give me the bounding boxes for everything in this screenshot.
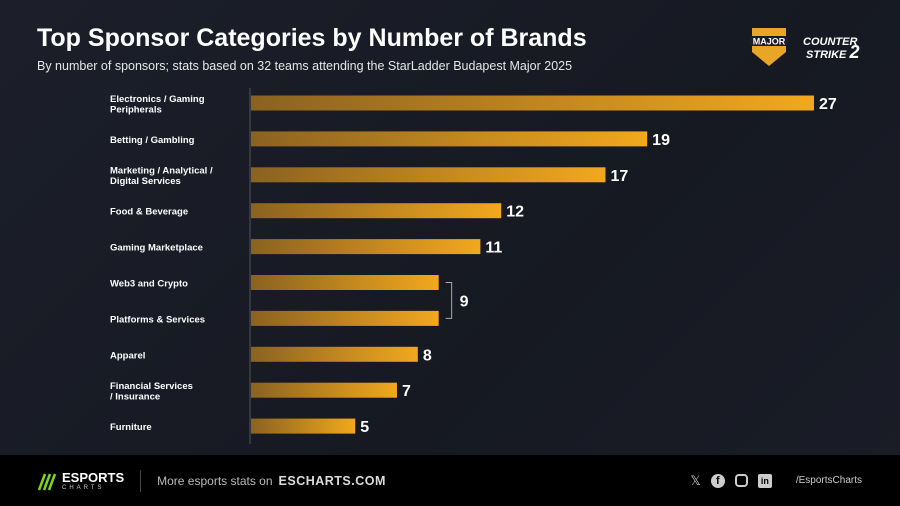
x-icon[interactable]: 𝕏 [690, 472, 701, 488]
data-label: 8 [423, 347, 432, 364]
category-label: Platforms & Services [110, 314, 205, 325]
chart-title: Top Sponsor Categories by Number of Bran… [37, 24, 587, 52]
category-label: Web3 and Crypto [110, 279, 188, 290]
footer-text: More esports stats on [157, 473, 273, 488]
category-label: Gaming Marketplace [110, 243, 203, 254]
category-label: Furniture [110, 422, 152, 433]
bar [251, 239, 481, 255]
data-label: 17 [610, 168, 628, 185]
bar [251, 203, 502, 219]
category-label: Peripherals [110, 104, 162, 115]
category-label: Marketing / Analytical / [110, 166, 213, 177]
instagram-icon[interactable] [734, 474, 748, 487]
social-handle[interactable]: /EsportsCharts [795, 475, 862, 486]
bar [251, 382, 397, 398]
data-label: 5 [360, 419, 369, 436]
category-label: / Insurance [110, 391, 160, 402]
data-label: 12 [506, 204, 524, 221]
bar [251, 167, 606, 183]
group-bracket [445, 282, 453, 319]
category-label: Food & Beverage [110, 207, 188, 218]
logo-icon [37, 473, 57, 490]
site-link[interactable]: ESCHARTS.COM [278, 473, 386, 488]
esports-charts-logo[interactable]: ESPORTS CHARTS [36, 470, 124, 492]
group-data-label: 9 [460, 293, 469, 310]
facebook-icon[interactable]: f [710, 473, 725, 488]
category-label: Betting / Gambling [110, 135, 195, 146]
category-label: Digital Services [110, 176, 181, 187]
category-label: Apparel [110, 350, 145, 361]
bar [251, 346, 418, 362]
social-links: 𝕏 f in /EsportsCharts [690, 473, 862, 489]
cs2-logo: COUNTER STRIKE 2 [803, 36, 860, 62]
footer: ESPORTS CHARTS More esports stats on ESCH… [0, 455, 900, 506]
linkedin-icon[interactable]: in [757, 473, 772, 488]
bar [251, 275, 439, 290]
major-logo: MAJOR [750, 28, 788, 66]
bar [251, 95, 814, 111]
bar [251, 418, 356, 434]
data-label: 27 [819, 96, 837, 113]
data-label: 7 [402, 383, 411, 400]
brand-name: ESPORTS [62, 470, 125, 485]
data-label: 19 [652, 132, 670, 149]
brand-sub: CHARTS [62, 485, 105, 491]
category-label: Electronics / Gaming [110, 94, 205, 105]
divider [140, 469, 142, 492]
data-label: 11 [485, 240, 502, 257]
svg-text:MAJOR: MAJOR [753, 37, 786, 47]
bar [251, 131, 648, 147]
chart-subtitle: By number of sponsors; stats based on 32… [37, 59, 573, 73]
bar [251, 310, 439, 326]
category-label: Financial Services [110, 381, 193, 392]
